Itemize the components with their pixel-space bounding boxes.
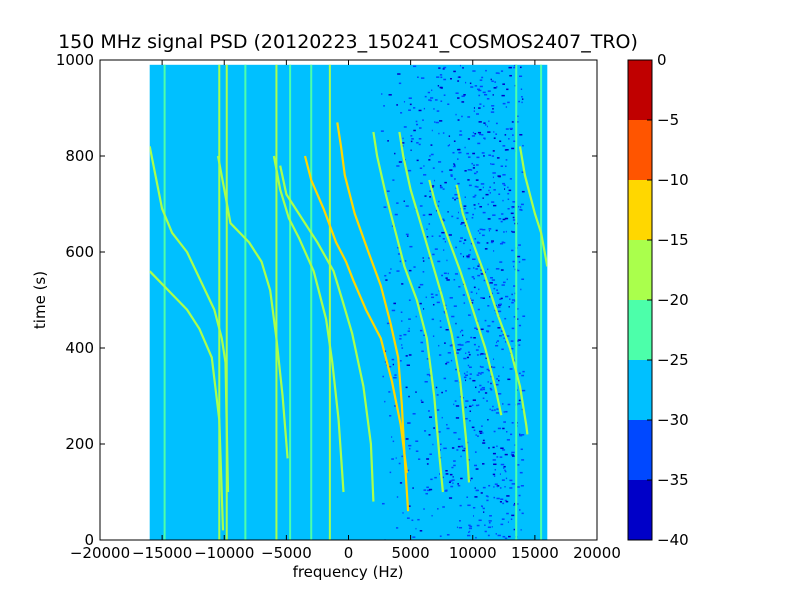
x-tick-label: 15000 [511, 544, 559, 562]
colorbar-tick-label: −30 [657, 411, 689, 429]
colorbar-tick-label: −5 [657, 111, 679, 129]
y-axis-label: time (s) [31, 271, 49, 329]
spectrogram-background [149, 64, 548, 541]
colorbar-tick-label: −25 [657, 351, 689, 369]
colorbar-bin-3 [628, 360, 652, 420]
colorbar-bin-5 [628, 240, 652, 300]
colorbar-tick-label: 0 [657, 51, 667, 69]
x-tick-label: −5000 [261, 544, 312, 562]
doppler-trace-9 [398, 131, 471, 483]
doppler-trace-10 [428, 179, 503, 416]
x-tick-label: −10000 [194, 544, 254, 562]
colorbar-tick-label: −40 [657, 531, 689, 549]
doppler-trace-1 [149, 146, 230, 493]
colorbar-tick-label: −20 [657, 291, 689, 309]
colorbar-bin-8 [628, 60, 652, 120]
y-tick-label: 800 [65, 147, 94, 165]
y-tick-label: 0 [84, 531, 94, 549]
x-axis-label: frequency (Hz) [293, 563, 404, 581]
x-tick-label: 10000 [449, 544, 497, 562]
colorbar-tick-label: −10 [657, 171, 689, 189]
x-tick-label: 0 [344, 544, 354, 562]
x-tick-label: −15000 [132, 544, 192, 562]
colorbar-tick-label: −15 [657, 231, 689, 249]
colorbar-bin-7 [628, 120, 652, 180]
y-tick-label: 600 [65, 243, 94, 261]
colorbar-tick-label: −35 [657, 471, 689, 489]
x-tick-label: 5000 [392, 544, 430, 562]
doppler-trace-3 [216, 155, 289, 459]
doppler-trace-12 [518, 146, 548, 267]
colorbar-bin-4 [628, 300, 652, 360]
chart-title: 150 MHz signal PSD (20120223_150241_COSM… [58, 31, 638, 53]
doppler-trace-4 [272, 155, 345, 493]
y-tick-label: 200 [65, 435, 94, 453]
doppler-trace-8 [372, 131, 444, 493]
x-tick-label: −20000 [70, 544, 130, 562]
y-tick-label: 400 [65, 339, 94, 357]
colorbar: 0 −5 −10 −15 −20 −25 −30 −35 −40 [627, 51, 689, 549]
y-tick-label: 1000 [56, 51, 94, 69]
colorbar-bin-1 [628, 480, 652, 540]
doppler-trace-11 [455, 184, 529, 435]
plot-area [149, 64, 548, 541]
doppler-trace-7 [336, 122, 410, 512]
colorbar-bin-2 [628, 420, 652, 480]
plot-axes: −20000 −15000 −10000 −5000 0 5000 10000 15000 20… [56, 51, 621, 562]
doppler-trace-2 [149, 270, 225, 531]
doppler-trace-6 [303, 155, 408, 473]
doppler-trace-5 [279, 165, 375, 502]
colorbar-bin-6 [628, 180, 652, 240]
x-tick-label: 20000 [573, 544, 621, 562]
